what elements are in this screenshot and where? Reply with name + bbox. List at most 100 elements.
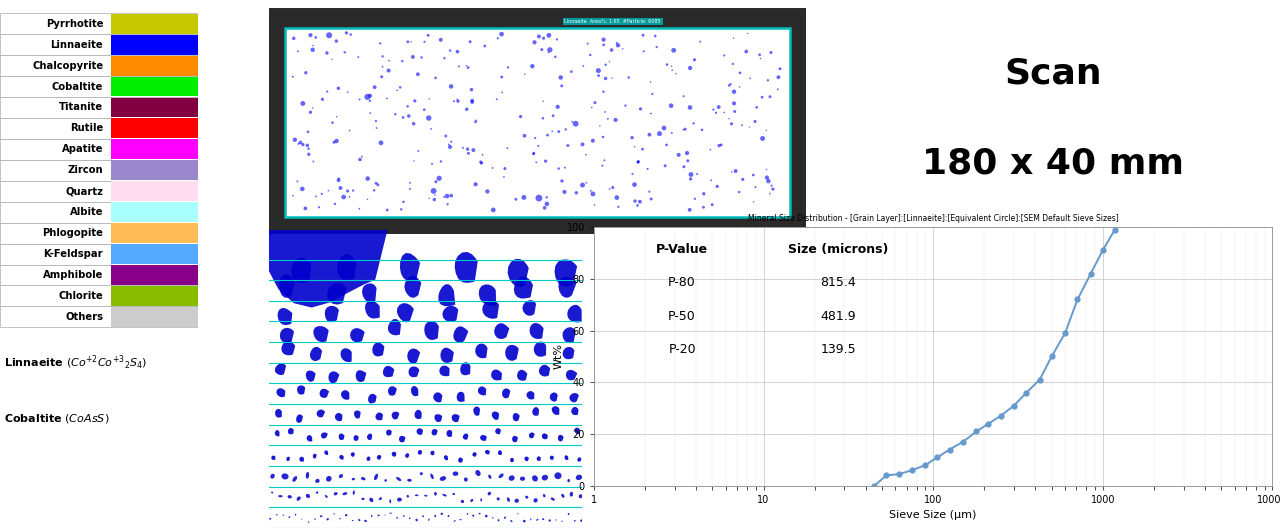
Ellipse shape [460,519,462,520]
Polygon shape [372,342,384,356]
Polygon shape [562,327,576,343]
Point [334,48,355,56]
Point [303,157,324,166]
Point [556,125,576,134]
Point [287,177,307,186]
Point [595,74,616,83]
Ellipse shape [378,515,380,516]
Polygon shape [325,306,339,322]
Point [594,35,614,44]
Point [308,203,329,212]
Point [603,183,623,192]
Polygon shape [366,456,370,461]
Point [722,168,742,176]
Point [668,150,689,159]
Polygon shape [282,341,296,355]
Text: 815.4: 815.4 [820,276,856,289]
Point [302,45,323,54]
Polygon shape [458,457,463,463]
Ellipse shape [480,498,483,502]
Point [657,60,677,69]
Point [660,101,681,110]
Ellipse shape [434,515,436,517]
Point [595,108,616,116]
Point [283,34,303,43]
Polygon shape [407,348,420,364]
Ellipse shape [576,475,582,480]
Bar [0,118,198,139]
Point [422,159,443,168]
Point [662,62,682,71]
Point [524,149,544,157]
Point [398,37,419,46]
Point [639,130,659,139]
Point [370,39,390,48]
Point [723,88,744,96]
Ellipse shape [543,518,544,520]
Point [721,120,741,128]
Text: Chlorite: Chlorite [59,291,104,301]
Bar [111,244,198,264]
Point [576,178,596,187]
Ellipse shape [325,495,328,498]
Ellipse shape [352,478,355,480]
Text: Quartz: Quartz [65,186,104,196]
Point [529,194,549,202]
Point [707,182,727,191]
Point [714,51,735,60]
Point [393,197,413,206]
Ellipse shape [408,517,411,519]
Polygon shape [444,455,448,460]
Point [317,87,338,96]
Point [627,157,648,166]
Point [709,142,730,150]
Polygon shape [388,386,397,395]
Point [333,193,353,201]
Point [630,105,650,113]
Point [376,95,397,103]
Point [719,81,740,90]
Bar [0,181,198,202]
Polygon shape [431,429,438,436]
Point [511,112,531,121]
Polygon shape [563,347,575,359]
Point [325,200,346,208]
Point [488,34,508,43]
Polygon shape [474,407,480,416]
Point [593,162,613,170]
Point [366,117,387,125]
Point [435,132,456,140]
Ellipse shape [370,498,374,502]
Point [434,54,454,62]
Point [632,145,653,154]
Point [572,140,593,148]
Ellipse shape [283,514,284,516]
Ellipse shape [397,517,398,518]
Point [561,68,581,76]
Point [677,149,698,157]
Point [291,138,311,147]
Point [753,134,773,143]
Bar [0,139,198,160]
Point [585,98,605,107]
Point [403,157,424,165]
Bar [0,223,198,243]
Text: Cobaltite: Cobaltite [51,81,104,91]
Point [541,127,562,136]
Polygon shape [383,366,394,377]
Point [401,37,421,46]
Point [550,73,571,82]
Polygon shape [353,435,358,441]
Text: $\bf{Cobaltite}$ $(CoAsS)$: $\bf{Cobaltite}$ $(CoAsS)$ [4,412,109,425]
Text: Pyrrhotite: Pyrrhotite [46,18,104,29]
Polygon shape [571,407,579,415]
Point [605,116,626,124]
Point [593,133,613,142]
Point [462,96,483,105]
Point [403,119,424,128]
Point [732,121,753,129]
Ellipse shape [316,492,319,494]
Point [283,72,303,81]
Polygon shape [271,456,275,460]
Point [390,205,411,214]
